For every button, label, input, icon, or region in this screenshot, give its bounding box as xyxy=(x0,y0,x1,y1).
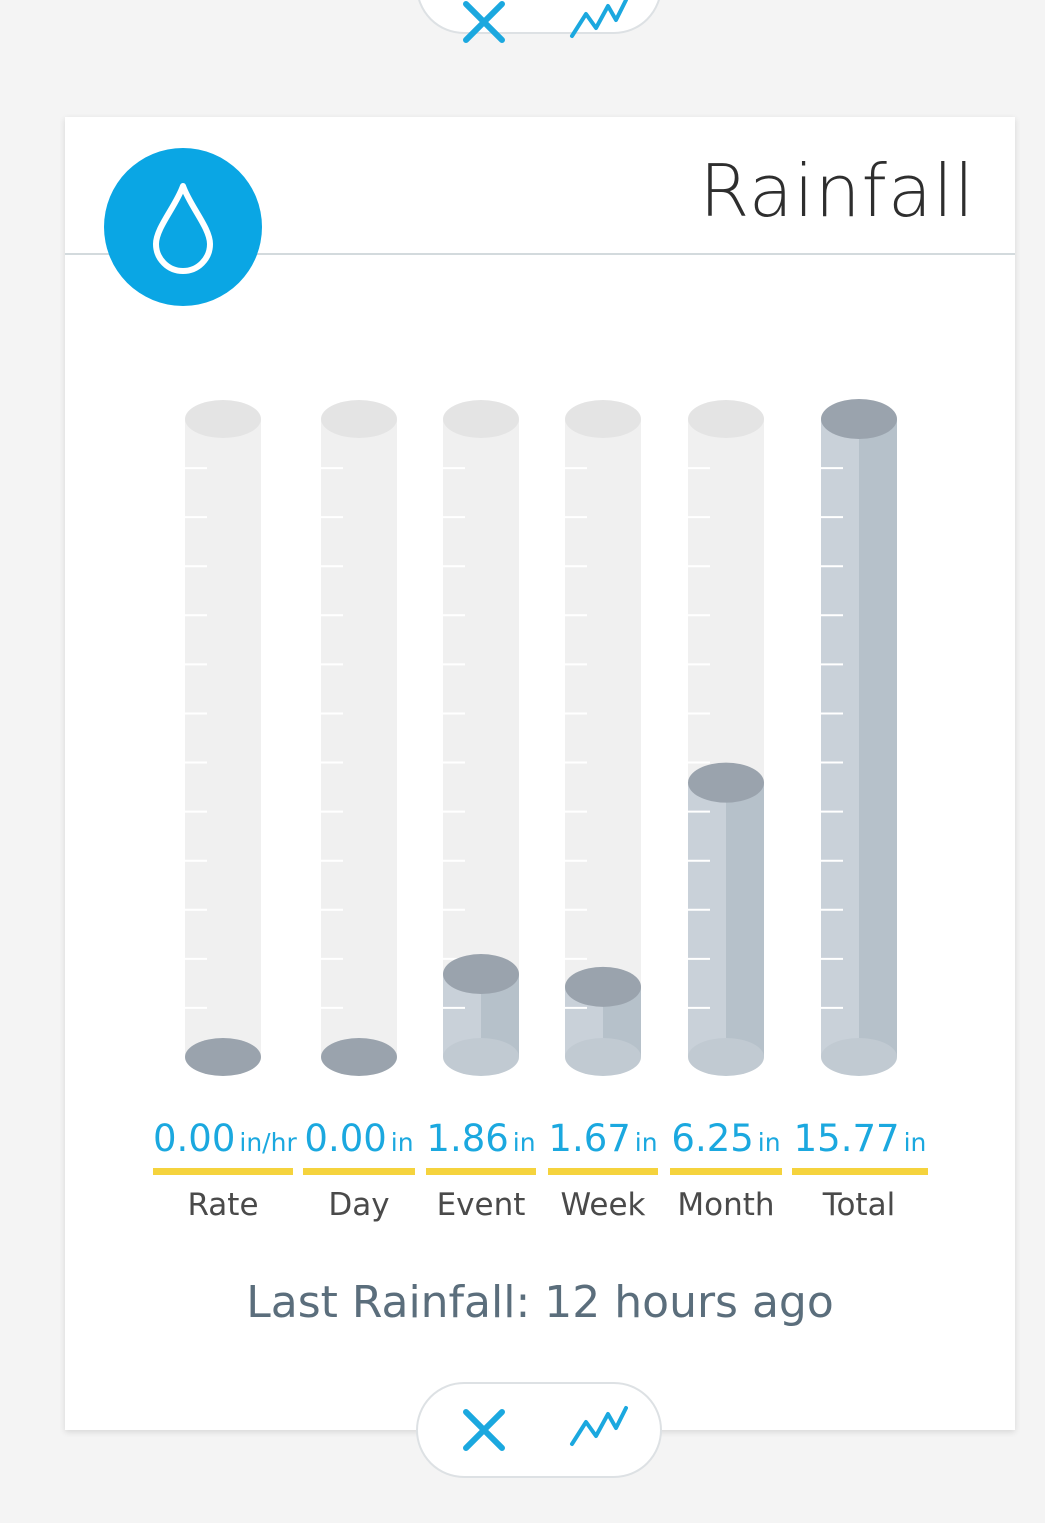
value-unit-total: in xyxy=(903,1128,927,1157)
value-number-total: 15.77 xyxy=(793,1117,900,1160)
empty-base-rate xyxy=(185,1038,261,1076)
value-unit-month: in xyxy=(757,1128,781,1157)
fill-bottom-month xyxy=(688,1038,764,1076)
value-total: 15.77 in xyxy=(792,1117,928,1175)
cylinder-top-rate xyxy=(185,400,261,438)
last-rainfall-value: 12 hours ago xyxy=(544,1277,834,1328)
fill-right-total xyxy=(859,419,897,1057)
last-rainfall: Last Rainfall: 12 hours ago xyxy=(65,1277,1015,1328)
line-graph-icon[interactable] xyxy=(568,0,628,52)
cylinder-tube-week xyxy=(565,419,641,1057)
cylinder-tube-event xyxy=(443,419,519,1057)
bottom-action-pill xyxy=(416,1382,662,1478)
header-divider xyxy=(65,253,1015,255)
value-unit-rate: in/hr xyxy=(239,1128,297,1157)
close-icon[interactable] xyxy=(454,0,514,52)
fill-surface-week xyxy=(565,966,641,1007)
value-unit-day: in xyxy=(390,1128,414,1157)
fill-left-total xyxy=(821,419,859,1057)
water-drop-icon xyxy=(104,148,262,306)
fill-surface-event xyxy=(443,954,519,995)
rainfall-card: Rainfall 0.00 in/hr Rate 0.00 in Day 1.86 in Eve… xyxy=(65,117,1015,1430)
category-label-day: Day xyxy=(328,1187,390,1223)
fill-right-month xyxy=(726,782,764,1057)
top-action-pill xyxy=(416,0,662,43)
rainfall-chart xyxy=(185,399,897,1076)
value-unit-event: in xyxy=(512,1128,536,1157)
empty-base-day xyxy=(321,1038,397,1076)
value-rate: 0.00 in/hr xyxy=(153,1117,297,1175)
close-icon[interactable] xyxy=(454,1400,514,1460)
line-graph-icon[interactable] xyxy=(568,1400,628,1460)
value-number-day: 0.00 xyxy=(304,1117,387,1160)
fill-bottom-event xyxy=(443,1038,519,1076)
last-rainfall-label: Last Rainfall: xyxy=(246,1277,531,1328)
value-number-month: 6.25 xyxy=(671,1117,754,1160)
cylinder-tube-rate xyxy=(185,419,261,1057)
category-label-event: Event xyxy=(436,1187,526,1223)
category-label-month: Month xyxy=(677,1187,775,1223)
value-week: 1.67 in xyxy=(548,1117,658,1175)
cylinder-top-event xyxy=(443,400,519,438)
cylinder-tube-day xyxy=(321,419,397,1057)
category-label-total: Total xyxy=(822,1187,896,1223)
value-number-week: 1.67 xyxy=(548,1117,631,1160)
value-unit-week: in xyxy=(634,1128,658,1157)
fill-left-month xyxy=(688,782,726,1057)
cylinder-top-week xyxy=(565,400,641,438)
fill-bottom-week xyxy=(565,1038,641,1076)
fill-surface-total xyxy=(821,399,897,439)
fill-bottom-total xyxy=(821,1038,897,1076)
cylinder-top-day xyxy=(321,400,397,438)
value-day: 0.00 in xyxy=(303,1117,415,1175)
category-label-rate: Rate xyxy=(187,1187,259,1223)
fill-surface-month xyxy=(688,762,764,803)
value-month: 6.25 in xyxy=(670,1117,782,1175)
value-number-event: 1.86 xyxy=(426,1117,509,1160)
value-number-rate: 0.00 xyxy=(153,1117,236,1160)
value-event: 1.86 in xyxy=(426,1117,536,1175)
widget-title: Rainfall xyxy=(699,149,975,233)
cylinder-top-month xyxy=(688,400,764,438)
category-label-week: Week xyxy=(560,1187,646,1223)
